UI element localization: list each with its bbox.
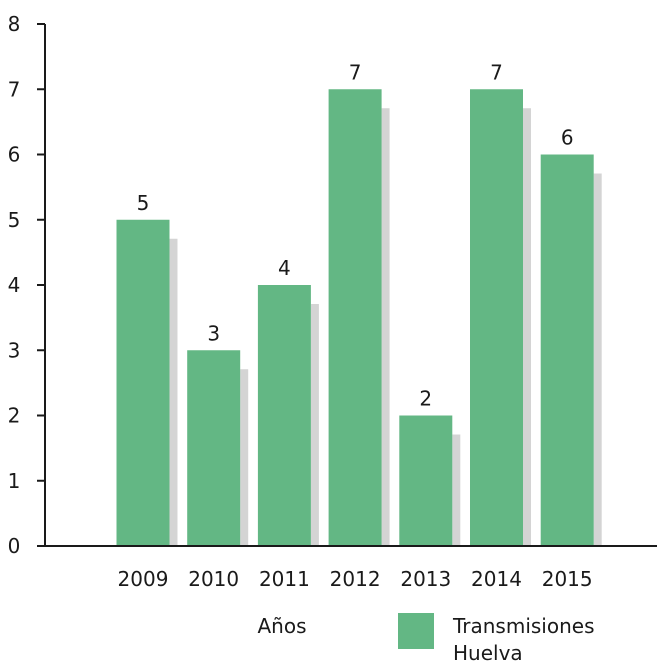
bar-shadow [523,108,531,546]
y-tick-label: 4 [8,273,21,297]
x-tick-label: 2011 [259,567,310,591]
data-label: 5 [137,191,150,215]
y-tick-labels: 0 1 2 3 4 5 6 7 8 [8,12,45,558]
bar-2015 [540,154,594,546]
bars [116,89,594,546]
x-tick-label: 2009 [118,567,169,591]
bar-2012 [328,89,382,546]
data-label: 6 [561,126,574,150]
bar-shadow [240,369,249,546]
y-tick-label: 3 [8,338,21,362]
y-tick-label: 2 [8,404,21,428]
y-tick-label: 6 [8,143,21,167]
category-labels: 2009 2010 2011 2012 2013 2014 2015 [118,567,593,591]
y-tick-label: 8 [8,12,21,36]
bar-2011 [257,285,311,546]
data-label: 7 [349,60,362,84]
y-tick-label: 1 [8,469,21,493]
x-tick-label: 2010 [188,567,239,591]
bar-2009 [116,219,170,546]
bar-2010 [187,350,241,546]
bar-2013 [399,415,453,546]
legend-label-line-1: Transmisiones [452,614,595,638]
data-label: 2 [419,387,432,411]
bar-shadow [452,434,461,546]
bar-shadow [381,108,390,546]
x-tick-label: 2015 [542,567,593,591]
legend-label-line-2: Huelva [453,641,523,665]
x-tick-label: 2013 [400,567,451,591]
data-label: 4 [278,256,291,280]
x-tick-label: 2014 [471,567,522,591]
legend-swatch [398,613,434,649]
bar-2014 [470,89,523,546]
bar-shadow [310,304,319,546]
bar-shadow [169,238,178,546]
bar-shadow [593,173,602,546]
data-labels: 5 3 4 7 2 7 6 [137,60,574,410]
x-tick-label: 2012 [330,567,381,591]
data-label: 7 [490,60,503,84]
legend: Transmisiones Huelva [398,613,595,665]
y-tick-label: 0 [8,534,21,558]
y-tick-label: 5 [8,208,21,232]
bar-shadows [169,108,602,546]
x-axis-label: Años [257,614,306,638]
y-tick-label: 7 [8,77,21,101]
data-label: 3 [207,321,220,345]
